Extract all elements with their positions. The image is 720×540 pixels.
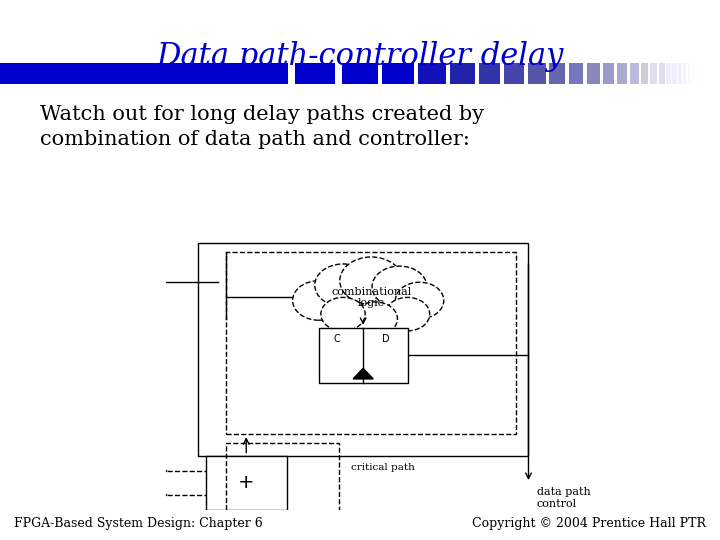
Bar (703, 63, 704, 84)
Bar (659, 63, 665, 84)
Bar (641, 63, 648, 84)
Bar (587, 63, 600, 84)
Bar (342, 63, 378, 84)
Bar (479, 63, 500, 84)
Polygon shape (353, 368, 373, 379)
Text: D: D (382, 334, 389, 345)
Bar (0, 63, 288, 84)
Bar (699, 63, 701, 84)
Bar (692, 63, 694, 84)
Text: data path
control: data path control (536, 487, 590, 509)
Circle shape (340, 257, 402, 305)
Circle shape (321, 298, 365, 331)
Circle shape (385, 298, 430, 331)
Bar (630, 63, 639, 84)
Bar (650, 63, 657, 84)
Bar (382, 63, 414, 84)
Bar (678, 63, 682, 84)
Bar (295, 63, 335, 84)
Circle shape (353, 302, 397, 335)
Bar (504, 63, 524, 84)
Text: Watch out for long delay paths created by
combination of data path and controlle: Watch out for long delay paths created b… (40, 105, 484, 149)
Bar (666, 63, 671, 84)
Bar (603, 63, 614, 84)
Text: +: + (238, 474, 254, 492)
Bar (672, 63, 677, 84)
Bar (617, 63, 627, 84)
Text: FPGA-Based System Design: Chapter 6: FPGA-Based System Design: Chapter 6 (14, 517, 263, 530)
Bar (549, 63, 565, 84)
Bar (683, 63, 686, 84)
Bar (569, 63, 583, 84)
Circle shape (292, 281, 345, 320)
Circle shape (395, 282, 444, 319)
Bar (696, 63, 698, 84)
Text: C: C (333, 334, 341, 345)
Circle shape (372, 266, 427, 307)
Text: combinational
logic: combinational logic (331, 287, 411, 308)
Bar (226, 252, 516, 434)
Bar (706, 63, 707, 84)
Text: Copyright © 2004 Prentice Hall PTR: Copyright © 2004 Prentice Hall PTR (472, 517, 706, 530)
Bar (226, 443, 339, 516)
Bar (206, 456, 287, 510)
Text: critical path: critical path (351, 463, 415, 472)
Bar (450, 63, 475, 84)
Bar (688, 63, 690, 84)
Circle shape (315, 264, 372, 307)
Bar (319, 328, 408, 382)
Text: Data path-controller delay: Data path-controller delay (156, 40, 564, 71)
Bar (528, 63, 546, 84)
Bar (418, 63, 446, 84)
Bar (198, 242, 528, 456)
